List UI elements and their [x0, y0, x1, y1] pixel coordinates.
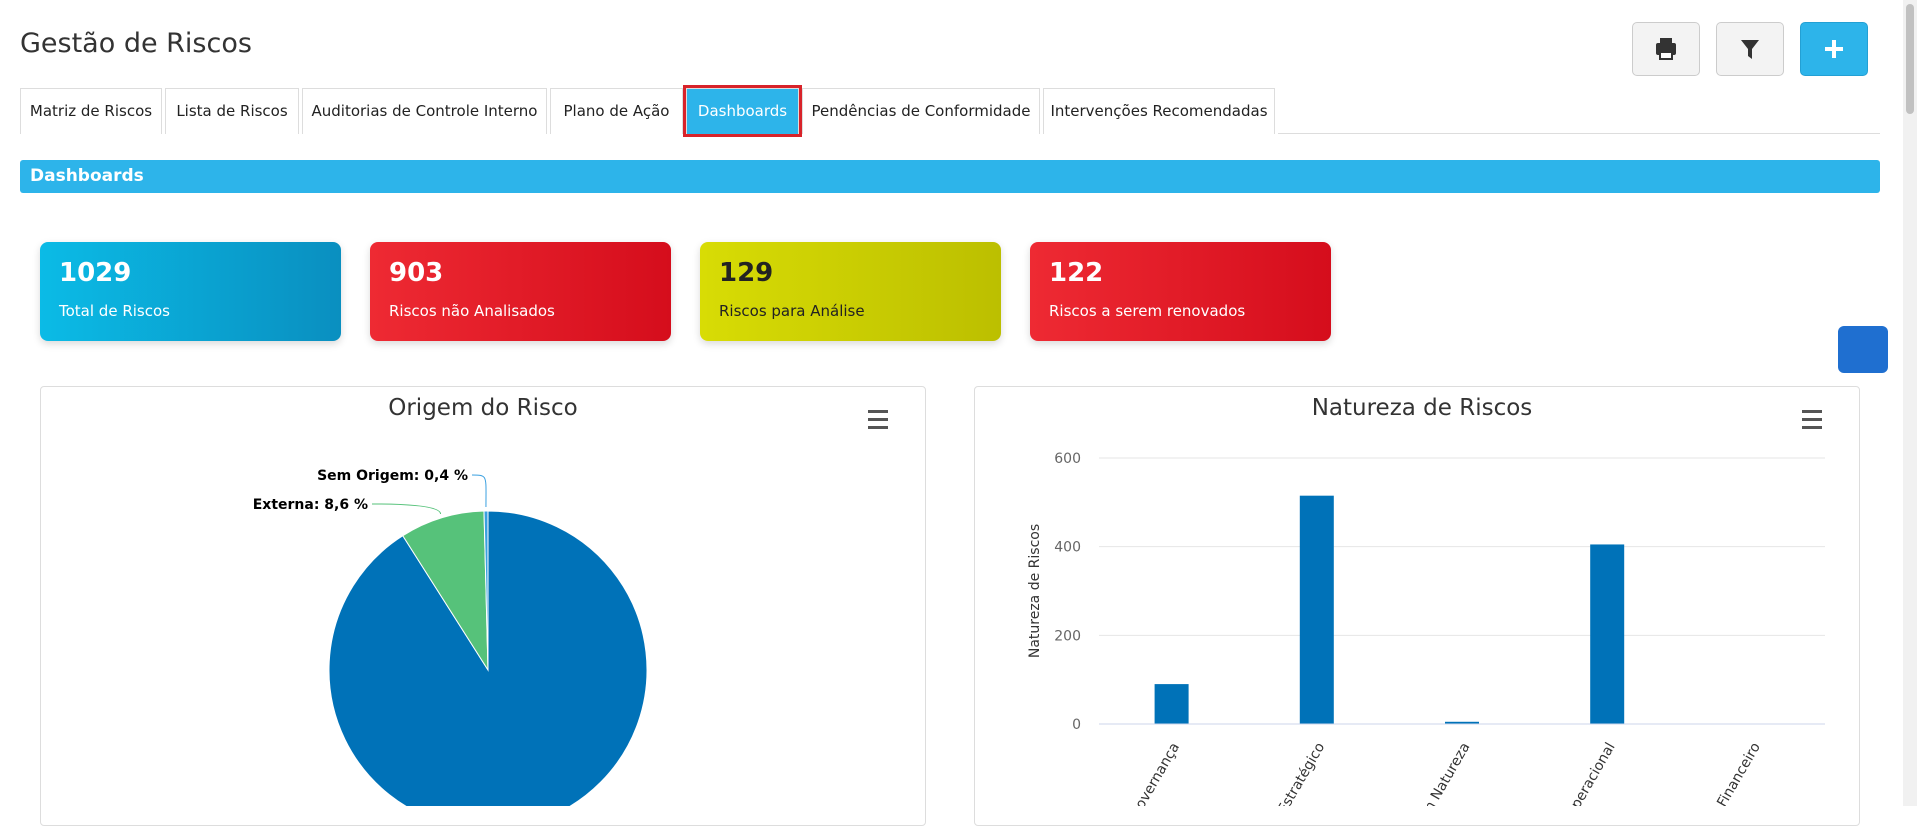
data-label: Externa: 8,6 % [253, 497, 368, 513]
tab[interactable]: Auditorias de Controle Interno [302, 88, 547, 134]
page-title: Gestão de Riscos [20, 28, 252, 59]
chart-menu-icon [868, 426, 888, 429]
y-tick-label: 200 [1054, 628, 1081, 644]
y-tick-label: 400 [1054, 540, 1081, 556]
bar [1445, 721, 1479, 724]
page: Gestão de Riscos Matriz de Riscos Lista d… [20, 0, 1917, 826]
card-label: Total de Riscos [59, 302, 170, 320]
label-connector [471, 474, 487, 508]
label-connector [371, 503, 442, 515]
section-header: Dashboards [20, 160, 1880, 193]
bar [1154, 684, 1189, 724]
charts: Origem do Risco Externa: 8,6 % Sem Origem:… [253, 395, 1825, 806]
chart-menu-icon [1802, 410, 1822, 413]
stat-card: 1029 Total de Riscos [40, 242, 341, 341]
card-label: Riscos não Analisados [389, 302, 555, 320]
tab[interactable]: Matriz de Riscos [20, 88, 162, 134]
y-tick-label: 0 [1072, 717, 1081, 733]
card-label: Riscos para Análise [719, 302, 865, 320]
card-value: 903 [389, 258, 444, 288]
stat-card: 122 Riscos a serem renovados [1030, 242, 1331, 341]
print-button[interactable] [1632, 22, 1700, 76]
tab[interactable]: Plano de Ação [550, 88, 683, 134]
chart-menu-icon [868, 410, 888, 413]
scrollbar [1903, 0, 1917, 806]
tab-line [1278, 133, 1880, 134]
card-value: 129 [719, 258, 774, 288]
pie-slice [483, 510, 489, 671]
y-tick-label: 600 [1054, 451, 1081, 467]
stat-card: 903 Riscos não Analisados [370, 242, 671, 341]
y-axis-title: Natureza de Riscos [1027, 524, 1043, 658]
tab[interactable]: Intervenções Recomendadas [1043, 88, 1275, 134]
data-label: Sem Origem: 0,4 % [317, 468, 468, 484]
tab[interactable]: Dashboards [683, 85, 802, 137]
add-button[interactable] [1800, 22, 1868, 76]
tab[interactable]: Pendências de Conformidade [802, 88, 1040, 134]
x-tick-label: Estratégico [1275, 740, 1328, 806]
accessibility-button[interactable] [1838, 326, 1888, 373]
chart-title: Natureza de Riscos [1312, 395, 1533, 421]
chart-menu-icon [1802, 426, 1822, 429]
bar [1299, 495, 1334, 724]
filter-button[interactable] [1716, 22, 1784, 76]
x-tick-label: Operacional [1563, 740, 1619, 806]
chart-menu-icon [868, 418, 888, 421]
x-tick-label: Governança [1127, 740, 1183, 806]
tab[interactable]: Lista de Riscos [165, 88, 299, 134]
x-tick-label: Financeiro [1714, 740, 1764, 806]
pie-slice [402, 510, 489, 672]
stat-card: 129 Riscos para Análise [700, 242, 1001, 341]
card-label: Riscos a serem renovados [1049, 302, 1246, 320]
chart-title: Origem do Risco [388, 395, 577, 421]
card-value: 1029 [59, 258, 132, 288]
card-value: 122 [1049, 258, 1104, 288]
chart-menu-icon [1802, 418, 1822, 421]
bar [1590, 544, 1625, 724]
x-tick-label: Sem Natureza [1410, 740, 1473, 806]
